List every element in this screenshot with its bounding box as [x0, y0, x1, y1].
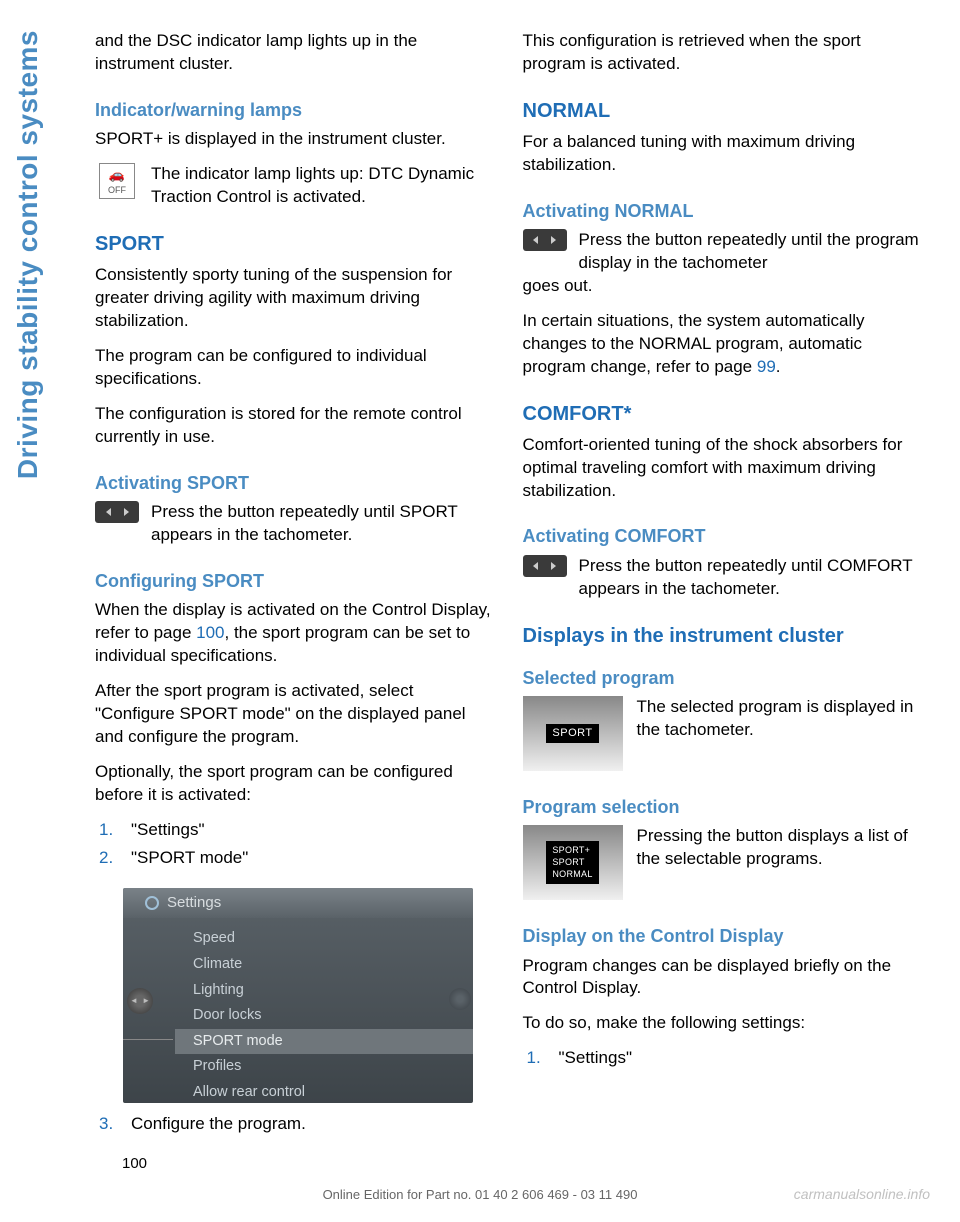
- config-sport-p3: Optionally, the sport program can be con…: [95, 761, 493, 807]
- menu-item-climate: Climate: [193, 952, 473, 978]
- sport-p1: Consistently sporty tuning of the suspen…: [95, 264, 493, 333]
- control-display-p1: Program changes can be displayed briefly…: [523, 955, 921, 1001]
- comfort-p1: Comfort-oriented tuning of the shock abs…: [523, 434, 921, 503]
- rocker-button-icon: [523, 555, 567, 577]
- program-list-display: SPORT+ SPORT NORMAL: [523, 825, 623, 900]
- sport-p3: The configuration is stored for the remo…: [95, 403, 493, 449]
- menu-item-speed: Speed: [193, 926, 473, 952]
- activating-sport-text: Press the button repeatedly until SPORT …: [151, 501, 493, 547]
- page-number: 100: [122, 1154, 147, 1174]
- config-sport-p2: After the sport program is activated, se…: [95, 680, 493, 749]
- heading-selected-program: Selected program: [523, 666, 921, 690]
- selected-program-row: SPORT The selected program is displayed …: [523, 696, 921, 771]
- activating-normal-text2: goes out.: [523, 275, 921, 298]
- settings-menu-screenshot: Settings ◄► Speed Climate Lighting Door …: [123, 888, 473, 1103]
- heading-normal: NORMAL: [523, 98, 921, 125]
- gear-icon: [145, 896, 159, 910]
- config-steps-list-2: 3.Configure the program.: [95, 1113, 493, 1142]
- heading-activating-normal: Activating NORMAL: [523, 199, 921, 223]
- activating-sport-row: Press the button repeatedly until SPORT …: [95, 501, 493, 547]
- indicator-p1: SPORT+ is displayed in the instrument cl…: [95, 128, 493, 151]
- heading-indicator-lamps: Indicator/warning lamps: [95, 98, 493, 122]
- chapter-title: Driving stability control systems: [9, 30, 47, 479]
- activating-comfort-text: Press the button repeatedly until COMFOR…: [579, 555, 921, 601]
- heading-comfort: COMFORT*: [523, 401, 921, 428]
- program-selection-text: Pressing the button displays a list of t…: [637, 825, 921, 900]
- program-selection-row: SPORT+ SPORT NORMAL Pressing the button …: [523, 825, 921, 900]
- heading-program-selection: Program selection: [523, 795, 921, 819]
- rocker-button-icon: [523, 229, 567, 251]
- cd-step-1: 1."Settings": [523, 1047, 921, 1070]
- menu-item-allowrear: Allow rear control: [193, 1080, 473, 1104]
- activating-normal-row: Press the button repeatedly until the pr…: [523, 229, 921, 275]
- heading-configuring-sport: Configuring SPORT: [95, 569, 493, 593]
- step-2: 2."SPORT mode": [95, 847, 493, 870]
- control-display-p2: To do so, make the following settings:: [523, 1012, 921, 1035]
- sport-badge-display: SPORT: [523, 696, 623, 771]
- side-title-container: Driving stability control systems: [0, 0, 55, 1222]
- heading-activating-sport: Activating SPORT: [95, 471, 493, 495]
- menu-item-sportmode: SPORT mode: [175, 1029, 473, 1055]
- page-link-99[interactable]: 99: [757, 357, 776, 376]
- indicator-icon-row: 🚗 OFF The indicator lamp lights up: DTC …: [95, 163, 493, 209]
- step-1: 1."Settings": [95, 819, 493, 842]
- menu-item-profiles: Profiles: [193, 1054, 473, 1080]
- rocker-button-icon: [95, 501, 139, 523]
- dtc-off-icon: 🚗 OFF: [95, 163, 139, 199]
- sport-p2: The program can be configured to individ…: [95, 345, 493, 391]
- activating-comfort-row: Press the button repeatedly until COMFOR…: [523, 555, 921, 601]
- config-steps-list: 1."Settings" 2."SPORT mode": [95, 819, 493, 877]
- settings-header-label: Settings: [167, 893, 221, 913]
- intro-text: and the DSC indicator lamp lights up in …: [95, 30, 493, 76]
- control-display-steps: 1."Settings": [523, 1047, 921, 1076]
- selected-program-text: The selected program is displayed in the…: [637, 696, 921, 771]
- left-column: and the DSC indicator lamp lights up in …: [95, 30, 493, 1222]
- watermark: carmanualsonline.info: [794, 1185, 930, 1204]
- content-area: and the DSC indicator lamp lights up in …: [55, 0, 960, 1222]
- activating-normal-text: Press the button repeatedly until the pr…: [579, 229, 921, 275]
- heading-displays: Displays in the instrument cluster: [523, 623, 921, 650]
- config-sport-p1: When the display is activated on the Con…: [95, 599, 493, 668]
- normal-p1: For a balanced tuning with maximum drivi…: [523, 131, 921, 177]
- heading-activating-comfort: Activating COMFORT: [523, 524, 921, 548]
- normal-auto-change: In certain situations, the system automa…: [523, 310, 921, 379]
- step-3: 3.Configure the program.: [95, 1113, 493, 1136]
- right-column: This configuration is retrieved when the…: [523, 30, 921, 1222]
- menu-item-lighting: Lighting: [193, 978, 473, 1004]
- heading-sport: SPORT: [95, 231, 493, 258]
- right-intro: This configuration is retrieved when the…: [523, 30, 921, 76]
- heading-control-display: Display on the Control Display: [523, 924, 921, 948]
- page-link-100[interactable]: 100: [196, 623, 224, 642]
- menu-item-doorlocks: Door locks: [193, 1003, 473, 1029]
- indicator-icon-text: The indicator lamp lights up: DTC Dynami…: [151, 163, 493, 209]
